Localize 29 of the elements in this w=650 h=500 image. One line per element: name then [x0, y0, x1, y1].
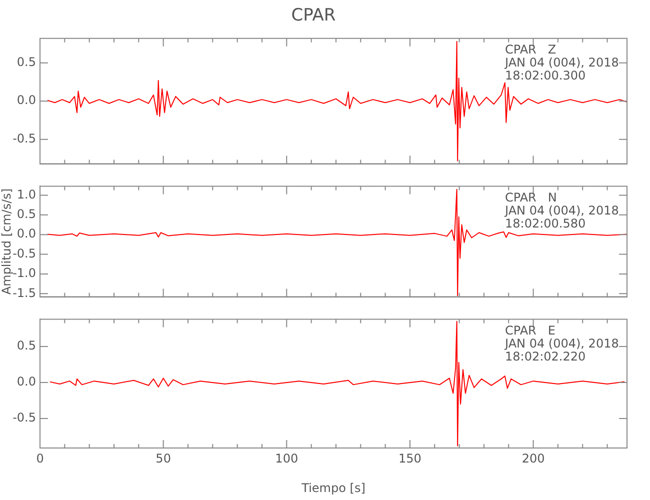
annotation: JAN 04 (004), 2018	[504, 56, 619, 70]
x-tick-label: 50	[156, 451, 171, 466]
annotation: CPAR E	[505, 323, 556, 338]
annotation: 18:02:02.220	[505, 349, 586, 364]
y-tick-label: -1.5	[12, 286, 36, 300]
y-tick-label: -0.5	[12, 410, 36, 425]
y-tick-label: 0.5	[16, 54, 36, 69]
y-tick-label: -0.5	[12, 131, 36, 146]
x-tick-label: 200	[522, 451, 545, 466]
y-tick-label: 0.0	[16, 374, 36, 389]
x-tick-label: 100	[275, 451, 298, 466]
x-tick-label: 150	[398, 451, 422, 466]
annotation: JAN 04 (004), 2018	[504, 336, 619, 350]
annotation: CPAR Z	[505, 42, 556, 57]
y-tick-label: -0.5	[12, 246, 36, 260]
y-tick-label: 0.0	[16, 93, 36, 108]
x-tick-label: 0	[36, 451, 44, 466]
y-tick-label: 0.5	[16, 338, 36, 353]
y-axis-title: Amplitud [cm/s/s]	[0, 188, 14, 295]
chart-title: CPAR	[291, 6, 336, 26]
annotation: CPAR N	[505, 190, 557, 204]
x-axis-title: Tiempo [s]	[300, 480, 366, 495]
annotation: 18:02:00.580	[505, 216, 586, 230]
y-tick-label: 0.5	[16, 207, 36, 222]
annotation: 18:02:00.300	[505, 68, 586, 83]
y-tick-label: -1.0	[12, 266, 36, 280]
annotation: JAN 04 (004), 2018	[504, 203, 619, 218]
y-tick-label: 1.0	[16, 187, 36, 202]
y-tick-label: 0.0	[16, 226, 36, 241]
